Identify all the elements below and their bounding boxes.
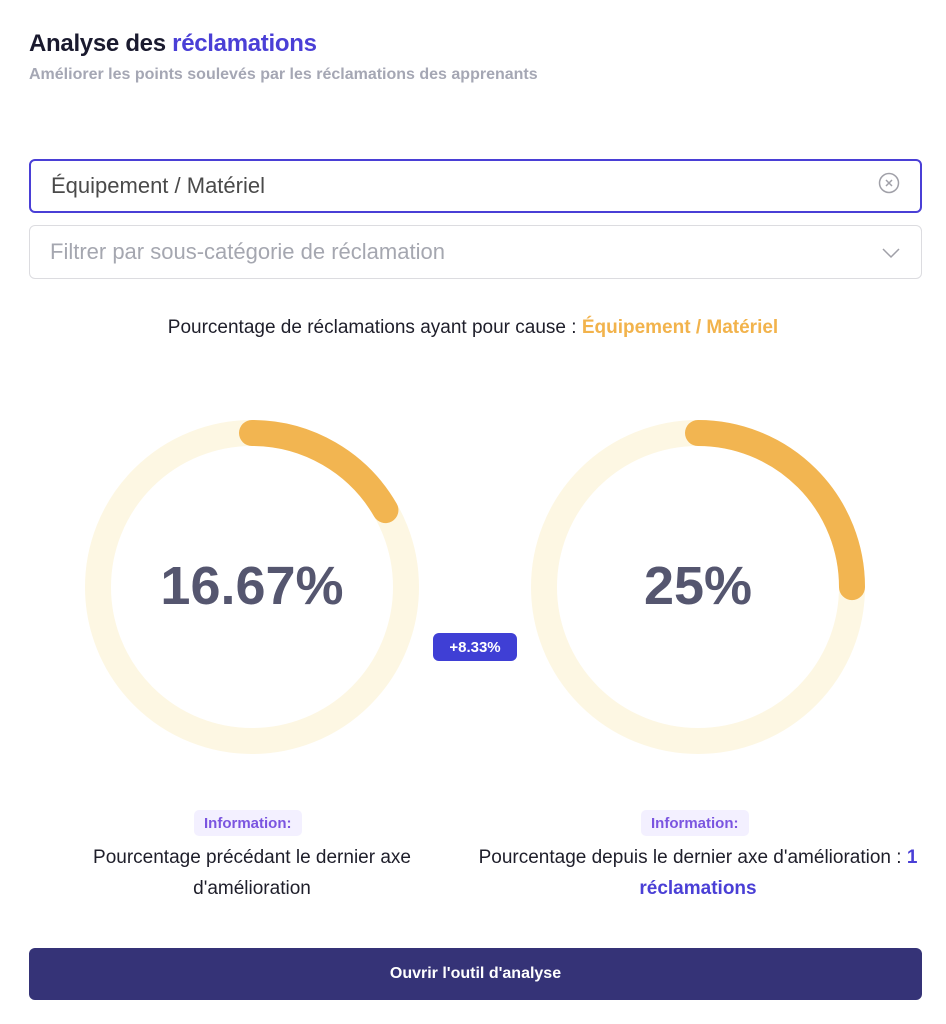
category-value: Équipement / Matériel <box>51 173 265 198</box>
description-after: Pourcentage depuis le dernier axe d'amél… <box>478 842 918 904</box>
gauge-after <box>531 420 865 754</box>
gauge-before <box>85 420 419 754</box>
gauge-progress <box>85 420 419 754</box>
description-after-text: Pourcentage depuis le dernier axe d'amél… <box>478 847 902 868</box>
open-analysis-tool-button[interactable]: Ouvrir l'outil d'analyse <box>29 948 922 1000</box>
subcategory-select[interactable]: Filtrer par sous-catégorie de réclamatio… <box>29 225 922 279</box>
gauge-after-value: 25% <box>643 556 753 616</box>
title-accent: réclamations <box>172 30 317 57</box>
gauge-progress <box>531 420 865 754</box>
complaint-count: 1 réclamations <box>639 847 918 899</box>
gauge-before-value: 16.67% <box>160 556 344 616</box>
delta-badge: +8.33% <box>433 633 517 661</box>
caption-text: Pourcentage de réclamations ayant pour c… <box>167 317 577 338</box>
page-title: Analyse des réclamations <box>29 30 317 58</box>
description-before: Pourcentage précédant le dernier axe d'a… <box>93 847 411 899</box>
subcategory-placeholder: Filtrer par sous-catégorie de réclamatio… <box>50 239 445 264</box>
category-select[interactable]: Équipement / Matériel <box>29 159 922 213</box>
title-prefix: Analyse des <box>29 30 166 57</box>
page-subtitle: Améliorer les points soulevés par les ré… <box>29 66 538 83</box>
info-badge-before: Information: <box>194 810 302 836</box>
caption-category: Équipement / Matériel <box>581 317 779 338</box>
info-badge-after: Information: <box>641 810 749 836</box>
cause-caption: Pourcentage de réclamations ayant pour c… <box>0 317 946 339</box>
clear-icon[interactable] <box>878 172 900 200</box>
chevron-down-icon <box>881 239 901 265</box>
